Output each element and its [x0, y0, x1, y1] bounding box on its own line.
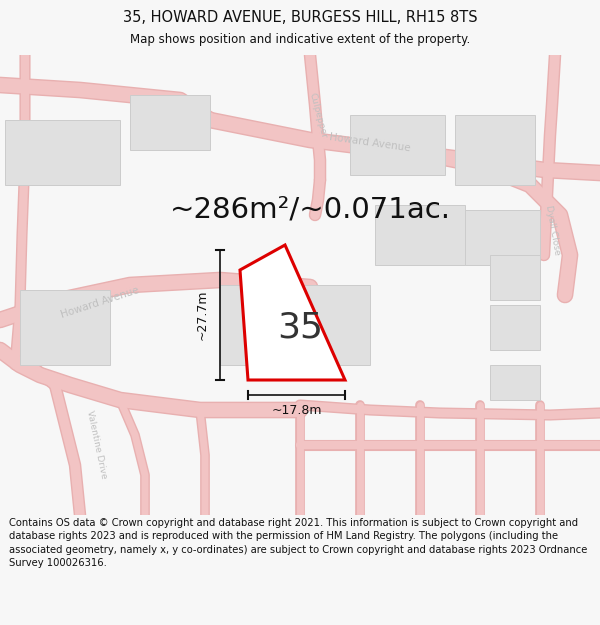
Polygon shape — [490, 365, 540, 400]
Polygon shape — [490, 305, 540, 350]
Polygon shape — [455, 115, 535, 185]
Text: Map shows position and indicative extent of the property.: Map shows position and indicative extent… — [130, 34, 470, 46]
Text: ~17.8m: ~17.8m — [271, 404, 322, 416]
Text: Dyall Close: Dyall Close — [544, 204, 562, 256]
Polygon shape — [20, 290, 110, 365]
Text: 35: 35 — [277, 310, 323, 344]
Text: Howard Avenue: Howard Avenue — [59, 286, 140, 321]
Polygon shape — [350, 115, 445, 175]
Polygon shape — [490, 255, 540, 300]
Polygon shape — [5, 120, 120, 185]
Text: Contains OS data © Crown copyright and database right 2021. This information is : Contains OS data © Crown copyright and d… — [9, 518, 587, 568]
Text: ~27.7m: ~27.7m — [196, 290, 209, 340]
Polygon shape — [220, 285, 370, 365]
Text: Howard Avenue: Howard Avenue — [329, 132, 411, 154]
Text: Culpepper: Culpepper — [308, 91, 328, 139]
Text: ~286m²/~0.071ac.: ~286m²/~0.071ac. — [170, 196, 451, 224]
Polygon shape — [130, 95, 210, 150]
Text: 35, HOWARD AVENUE, BURGESS HILL, RH15 8TS: 35, HOWARD AVENUE, BURGESS HILL, RH15 8T… — [122, 11, 478, 26]
Text: Valentine Drive: Valentine Drive — [85, 410, 109, 480]
Polygon shape — [465, 210, 540, 265]
Polygon shape — [240, 245, 345, 380]
Polygon shape — [375, 205, 465, 265]
